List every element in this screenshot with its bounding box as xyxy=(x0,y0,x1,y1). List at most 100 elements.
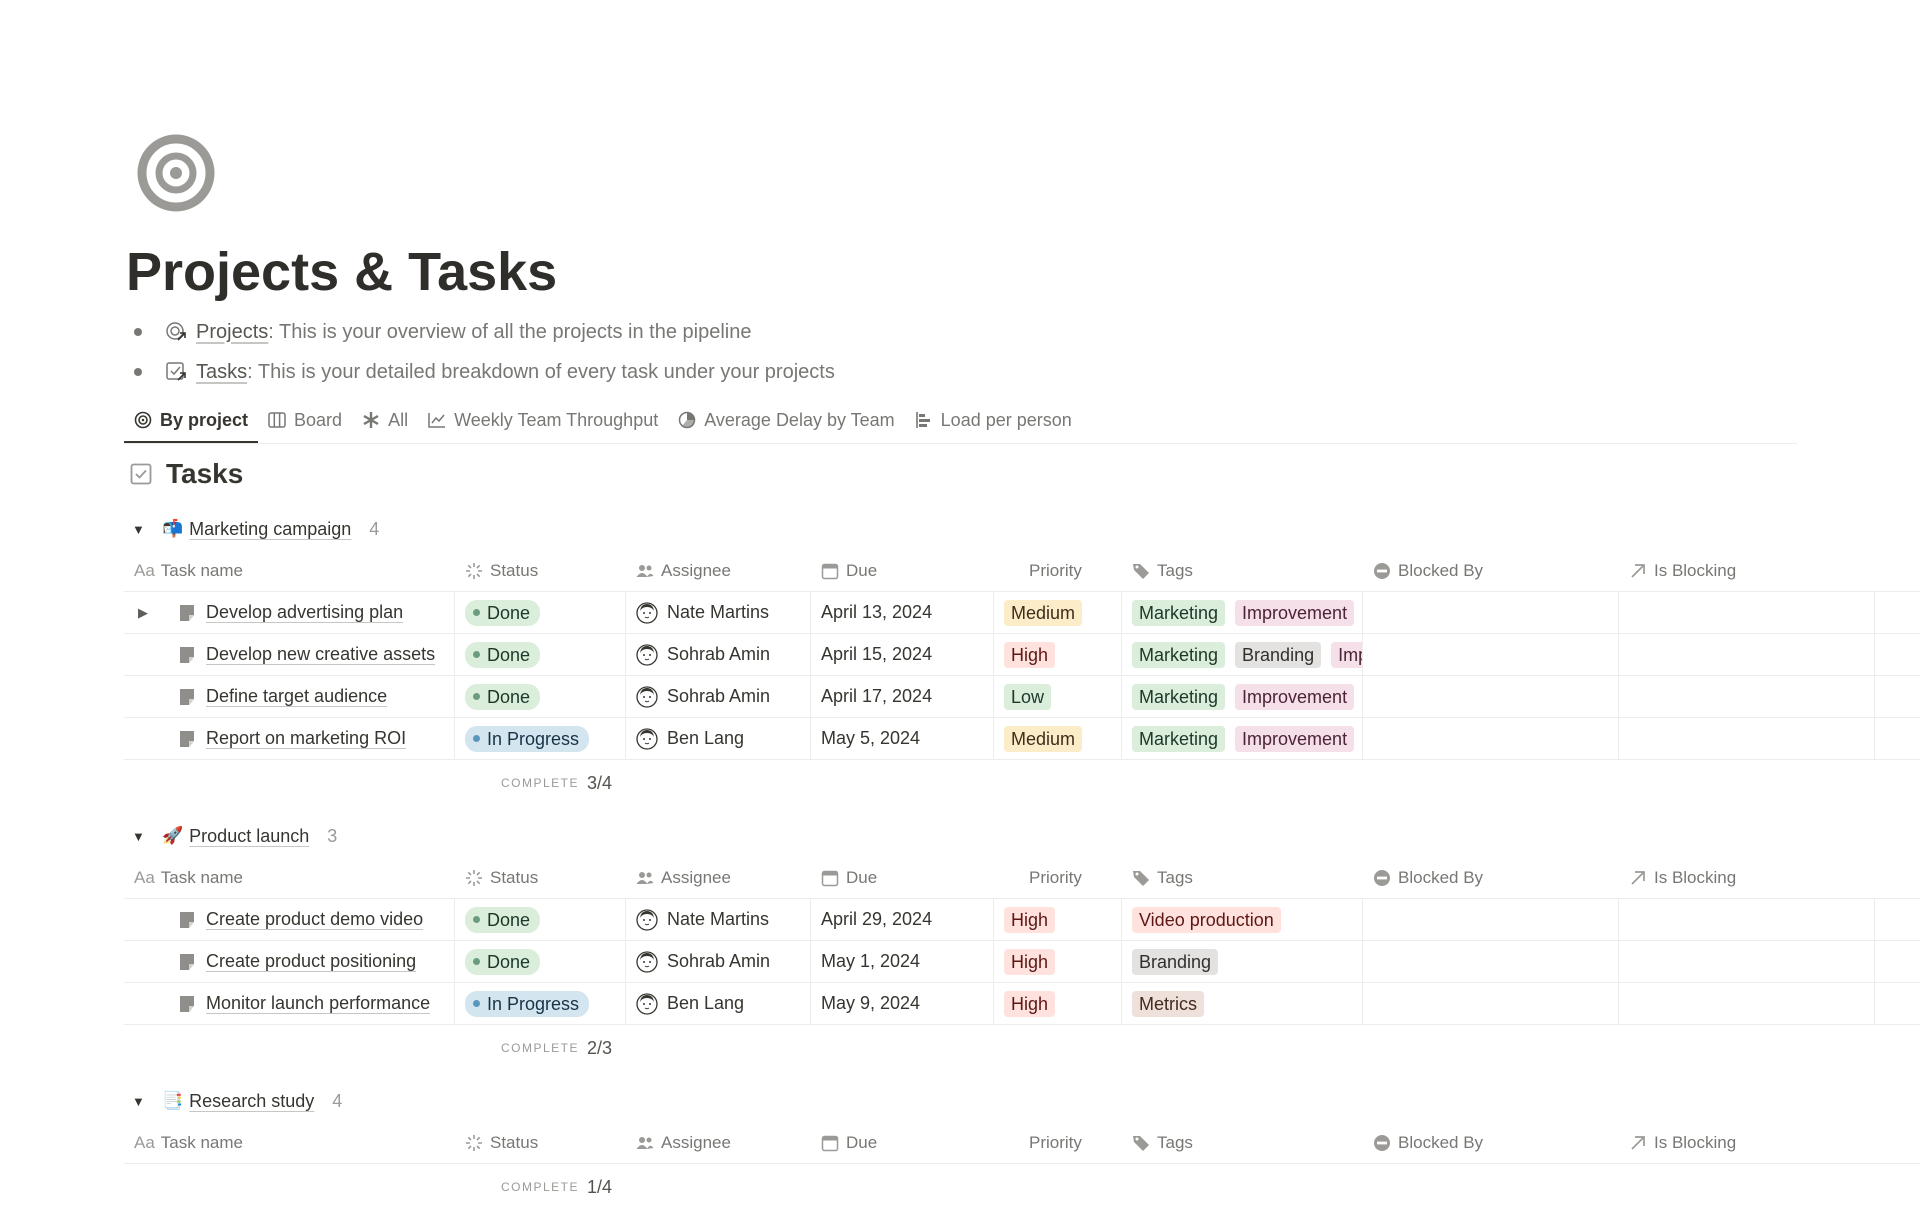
cell: Sohrab Amin xyxy=(626,676,811,717)
task-name[interactable]: Define target audience xyxy=(206,686,388,706)
column-header[interactable]: Priority xyxy=(994,857,1122,898)
column-header[interactable]: Assignee xyxy=(626,1122,811,1163)
column-header[interactable]: Is Blocking xyxy=(1619,857,1875,898)
task-name[interactable]: Develop advertising plan xyxy=(206,602,404,622)
column-header[interactable]: Due xyxy=(811,857,994,898)
cell: April 17, 2024 xyxy=(811,676,994,717)
view-tab[interactable]: All xyxy=(352,400,418,440)
cell: Low xyxy=(994,676,1122,717)
icon xyxy=(821,870,839,886)
task-name[interactable]: Develop new creative assets xyxy=(206,644,436,664)
group-header[interactable]: ▼ 📑 Research study 4 xyxy=(124,1080,1920,1122)
icon xyxy=(268,412,286,428)
icon xyxy=(180,730,194,747)
page-link[interactable]: Tasks xyxy=(196,360,248,383)
column-name: Assignee xyxy=(661,560,731,580)
group-name[interactable]: Product launch xyxy=(189,825,310,846)
cell: Medium xyxy=(994,718,1122,759)
column-header[interactable]: Due xyxy=(811,550,994,591)
cell: May 5, 2024 xyxy=(811,718,994,759)
column-header xyxy=(1875,857,1920,898)
group-emoji: 🚀 xyxy=(162,826,184,845)
cell: High xyxy=(994,634,1122,675)
due-date: May 1, 2024 xyxy=(821,951,921,971)
cell: Done xyxy=(455,676,626,717)
toggle[interactable]: ▼ xyxy=(132,521,145,537)
divider xyxy=(124,443,1797,444)
page-link[interactable]: Projects xyxy=(196,320,269,343)
toggle[interactable]: ▼ xyxy=(132,1093,145,1109)
cell: Create product positioning xyxy=(124,941,455,982)
group-summary: COMPLETE 3/4 xyxy=(124,760,1920,806)
column-header[interactable]: Blocked By xyxy=(1363,857,1619,898)
cell: April 15, 2024 xyxy=(811,634,994,675)
column-header[interactable]: Assignee xyxy=(626,857,811,898)
cell: Marketing Improvement xyxy=(1122,718,1363,759)
column-header[interactable]: Is Blocking xyxy=(1619,1122,1875,1163)
column-header[interactable]: Tags xyxy=(1122,857,1363,898)
column-name: Priority xyxy=(1029,867,1082,887)
column-header[interactable]: Aa Task name xyxy=(124,857,455,898)
status-pill: Done xyxy=(465,948,541,975)
priority-pill: High xyxy=(1004,990,1056,1017)
bullet-text: : This is your overview of all the proje… xyxy=(268,320,752,343)
column-icon-text: Aa xyxy=(134,1132,155,1152)
column-header[interactable]: Tags xyxy=(1122,550,1363,591)
cell: Metrics xyxy=(1122,983,1363,1024)
column-header[interactable]: Assignee xyxy=(626,550,811,591)
cell: Marketing Branding Improvement xyxy=(1122,634,1363,675)
column-header[interactable]: Priority xyxy=(994,1122,1122,1163)
column-header[interactable]: Blocked By xyxy=(1363,1122,1619,1163)
column-header[interactable]: Status xyxy=(455,550,626,591)
column-header[interactable]: Status xyxy=(455,1122,626,1163)
status-label: Done xyxy=(487,951,531,972)
column-header[interactable]: Blocked By xyxy=(1363,550,1619,591)
view-tab[interactable]: Weekly Team Throughput xyxy=(418,400,668,440)
icon xyxy=(180,953,194,970)
group-header[interactable]: ▼ 🚀 Product launch 3 xyxy=(124,815,1920,857)
cell xyxy=(1875,983,1920,1024)
status-pill: Done xyxy=(465,906,541,933)
task-name[interactable]: Report on marketing ROI xyxy=(206,728,407,748)
column-header[interactable]: Priority xyxy=(994,550,1122,591)
cell xyxy=(1619,634,1875,675)
status-label: Done xyxy=(487,602,531,623)
summary-label: COMPLETE xyxy=(501,1180,580,1194)
view-tab[interactable]: Average Delay by Team xyxy=(668,400,904,440)
view-tab[interactable]: Load per person xyxy=(905,400,1082,440)
cell: Branding xyxy=(1122,941,1363,982)
column-header[interactable]: Due xyxy=(811,1122,994,1163)
column-header-row: Aa Task name Status Assignee Due Priority Tags… xyxy=(124,857,1920,899)
icon xyxy=(466,562,482,579)
group-summary: COMPLETE 2/3 xyxy=(124,1025,1920,1071)
column-name: Priority xyxy=(1029,1132,1082,1152)
cell: Sohrab Amin xyxy=(626,634,811,675)
cell: Ben Lang xyxy=(626,983,811,1024)
column-header[interactable]: Is Blocking xyxy=(1619,550,1875,591)
assignee: Sohrab Amin xyxy=(667,644,771,664)
group: ▼ 📬 Marketing campaign 4 Aa Task name Status As… xyxy=(124,508,1920,806)
task-name[interactable]: Monitor launch performance xyxy=(206,993,431,1013)
column-header[interactable]: Aa Task name xyxy=(124,1122,455,1163)
status-label: In Progress xyxy=(487,993,580,1014)
tag-pill: Improvement xyxy=(1235,725,1355,752)
group-count: 4 xyxy=(332,1090,343,1111)
task-name[interactable]: Create product positioning xyxy=(206,951,417,971)
icon xyxy=(678,411,696,429)
icon xyxy=(1374,562,1390,579)
column-header[interactable]: Tags xyxy=(1122,1122,1363,1163)
group-header[interactable]: ▼ 📬 Marketing campaign 4 xyxy=(124,508,1920,550)
toggle[interactable]: ▼ xyxy=(132,828,145,844)
group-name[interactable]: Marketing campaign xyxy=(189,518,352,539)
task-row: Report on marketing ROI In Progress Ben La… xyxy=(124,718,1920,760)
group-name[interactable]: Research study xyxy=(189,1090,315,1111)
link-icon xyxy=(166,322,186,341)
expand-toggle[interactable]: ▶ xyxy=(138,604,148,620)
tab-label: Average Delay by Team xyxy=(704,409,895,430)
column-header[interactable]: Status xyxy=(455,857,626,898)
column-header[interactable]: Aa Task name xyxy=(124,550,455,591)
cell: Done xyxy=(455,899,626,940)
view-tab[interactable]: By project xyxy=(124,400,258,440)
task-name[interactable]: Create product demo video xyxy=(206,909,424,929)
view-tab[interactable]: Board xyxy=(258,400,352,440)
